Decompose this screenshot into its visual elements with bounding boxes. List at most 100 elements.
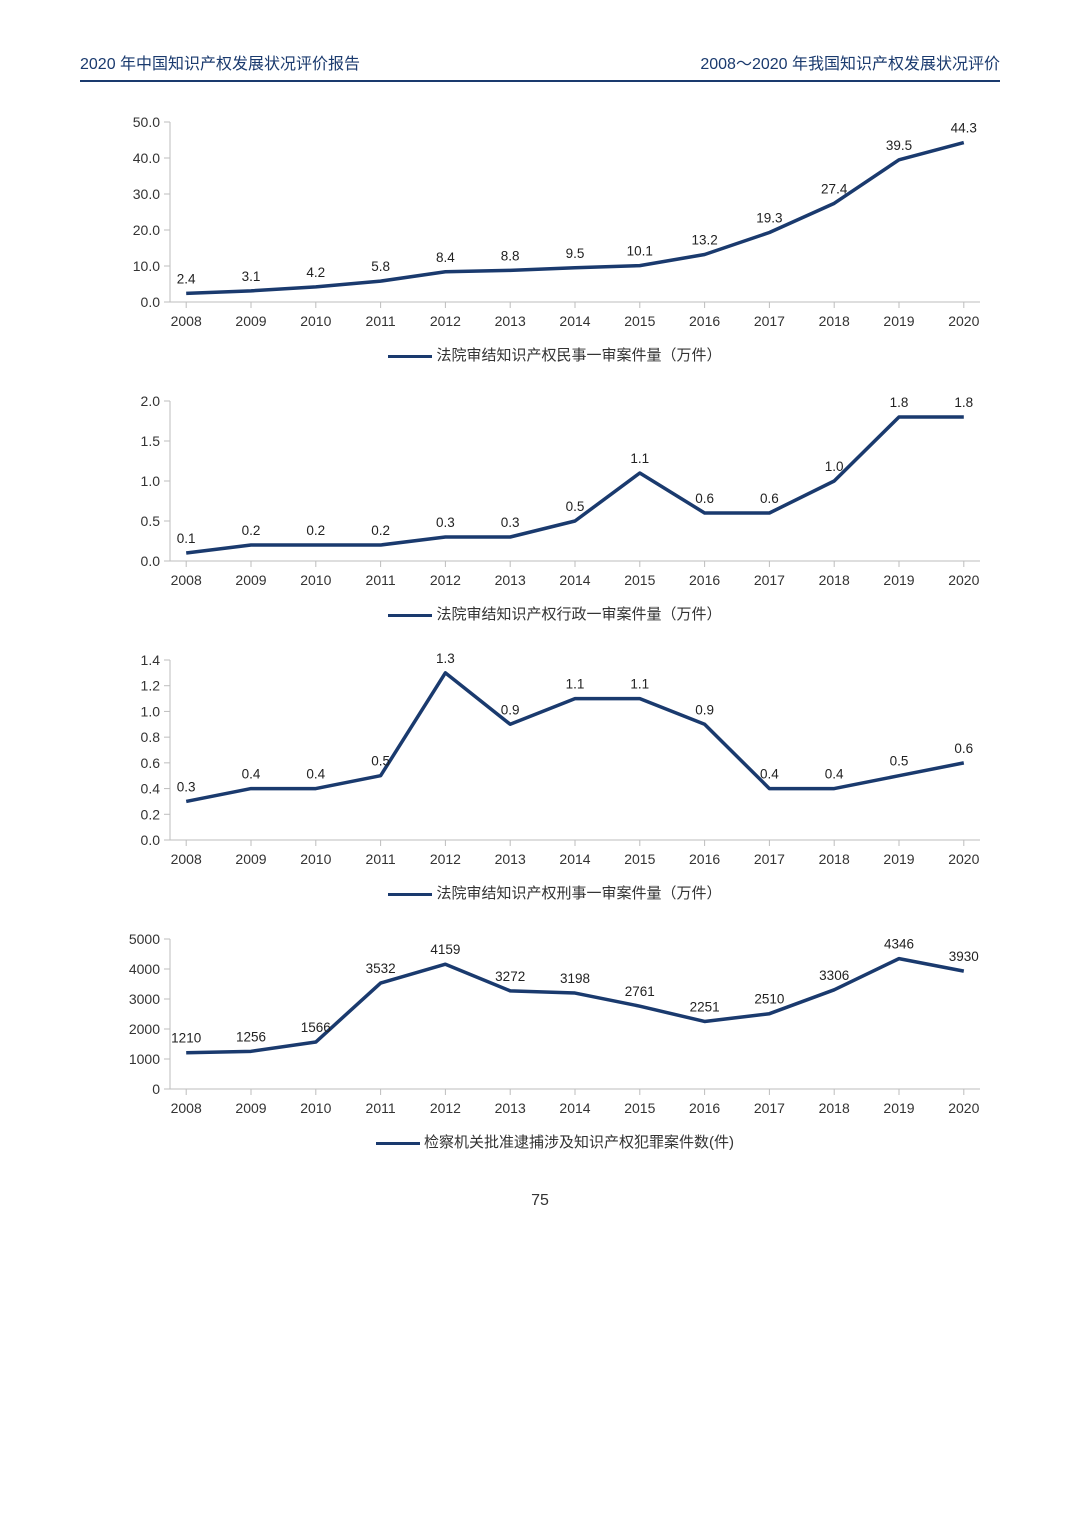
xtick-label: 2012 <box>430 313 461 329</box>
xtick-label: 2020 <box>948 851 979 867</box>
header-right: 2008～2020 年我国知识产权发展状况评价 <box>700 50 1000 74</box>
data-label: 0.5 <box>890 754 909 769</box>
data-label: 0.3 <box>177 779 196 794</box>
data-label: 0.9 <box>501 702 520 717</box>
data-label: 3198 <box>560 971 590 986</box>
xtick-label: 2011 <box>366 572 396 588</box>
xtick-label: 2009 <box>235 313 266 329</box>
data-label: 0.6 <box>695 491 714 506</box>
xtick-label: 2011 <box>366 1100 396 1116</box>
chart-canvas: 0100020003000400050001210125615663532415… <box>110 929 1000 1119</box>
xtick-label: 2018 <box>819 1100 850 1116</box>
ytick-label: 0.2 <box>141 806 161 822</box>
ytick-label: 0.4 <box>141 781 161 797</box>
data-label: 3.1 <box>242 269 261 284</box>
ytick-label: 1.0 <box>141 703 161 719</box>
chart-canvas: 0.00.20.40.60.81.01.21.40.30.40.40.51.30… <box>110 650 1000 870</box>
data-label: 0.4 <box>306 767 325 782</box>
chart-block: 0.00.51.01.52.00.10.20.20.20.30.30.51.10… <box>110 391 1000 624</box>
legend-swatch <box>388 355 432 358</box>
ytick-label: 2000 <box>129 1021 160 1037</box>
data-label: 2.4 <box>177 271 196 286</box>
xtick-label: 2019 <box>883 851 914 867</box>
page: 2020 年中国知识产权发展状况评价报告 2008～2020 年我国知识产权发展… <box>0 0 1080 1250</box>
xtick-label: 2012 <box>430 572 461 588</box>
legend-swatch <box>388 893 432 896</box>
xtick-label: 2015 <box>624 572 655 588</box>
series-line <box>186 417 964 553</box>
data-label: 1.1 <box>630 451 649 466</box>
xtick-label: 2016 <box>689 851 720 867</box>
data-label: 0.3 <box>436 515 455 530</box>
data-label: 1.8 <box>890 395 909 410</box>
xtick-label: 2008 <box>171 572 202 588</box>
chart-legend: 法院审结知识产权民事一审案件量（万件） <box>110 344 1000 365</box>
xtick-label: 2019 <box>883 572 914 588</box>
chart-block: 0.00.20.40.60.81.01.21.40.30.40.40.51.30… <box>110 650 1000 903</box>
data-label: 2761 <box>625 984 655 999</box>
data-label: 1256 <box>236 1029 266 1044</box>
data-label: 4346 <box>884 937 914 952</box>
data-label: 0.6 <box>760 491 779 506</box>
ytick-label: 20.0 <box>133 222 160 238</box>
data-label: 8.8 <box>501 248 520 263</box>
xtick-label: 2015 <box>624 313 655 329</box>
legend-label: 检察机关批准逮捕涉及知识产权犯罪案件数(件) <box>424 1134 734 1151</box>
ytick-label: 1000 <box>129 1051 160 1067</box>
xtick-label: 2016 <box>689 572 720 588</box>
data-label: 1.3 <box>436 651 455 666</box>
xtick-label: 2008 <box>171 313 202 329</box>
xtick-label: 2009 <box>235 851 266 867</box>
legend-swatch <box>388 614 432 617</box>
xtick-label: 2010 <box>300 1100 331 1116</box>
ytick-label: 40.0 <box>133 150 160 166</box>
ytick-label: 0 <box>152 1081 160 1097</box>
xtick-label: 2013 <box>495 1100 526 1116</box>
xtick-label: 2014 <box>559 851 590 867</box>
xtick-label: 2014 <box>559 572 590 588</box>
xtick-label: 2018 <box>819 851 850 867</box>
data-label: 3930 <box>949 949 979 964</box>
ytick-label: 30.0 <box>133 186 160 202</box>
xtick-label: 2015 <box>624 1100 655 1116</box>
ytick-label: 3000 <box>129 991 160 1007</box>
charts-container: 0.010.020.030.040.050.02.43.14.25.88.48.… <box>80 112 1000 1152</box>
data-label: 39.5 <box>886 138 912 153</box>
xtick-label: 2008 <box>171 1100 202 1116</box>
data-label: 3306 <box>819 968 849 983</box>
ytick-label: 1.2 <box>141 678 161 694</box>
xtick-label: 2009 <box>235 1100 266 1116</box>
xtick-label: 2020 <box>948 572 979 588</box>
data-label: 9.5 <box>566 246 585 261</box>
data-label: 2251 <box>690 999 720 1014</box>
xtick-label: 2010 <box>300 851 331 867</box>
page-number: 75 <box>80 1192 1000 1210</box>
xtick-label: 2012 <box>430 1100 461 1116</box>
data-label: 1.8 <box>954 395 973 410</box>
data-label: 4159 <box>430 942 460 957</box>
data-label: 0.5 <box>371 754 390 769</box>
xtick-label: 2008 <box>171 851 202 867</box>
ytick-label: 1.4 <box>141 652 161 668</box>
data-label: 2510 <box>754 992 784 1007</box>
xtick-label: 2017 <box>754 313 785 329</box>
ytick-label: 10.0 <box>133 258 160 274</box>
data-label: 3272 <box>495 969 525 984</box>
data-label: 1.0 <box>825 459 844 474</box>
xtick-label: 2013 <box>495 851 526 867</box>
series-line <box>186 143 964 294</box>
data-label: 0.2 <box>371 523 390 538</box>
data-label: 0.2 <box>306 523 325 538</box>
xtick-label: 2019 <box>883 313 914 329</box>
chart-block: 0100020003000400050001210125615663532415… <box>110 929 1000 1152</box>
data-label: 0.3 <box>501 515 520 530</box>
xtick-label: 2013 <box>495 313 526 329</box>
data-label: 4.2 <box>306 265 325 280</box>
xtick-label: 2018 <box>819 572 850 588</box>
data-label: 0.4 <box>825 767 844 782</box>
chart-canvas: 0.010.020.030.040.050.02.43.14.25.88.48.… <box>110 112 1000 332</box>
xtick-label: 2013 <box>495 572 526 588</box>
ytick-label: 5000 <box>129 931 160 947</box>
data-label: 0.2 <box>242 523 261 538</box>
chart-svg: 0.00.20.40.60.81.01.21.40.30.40.40.51.30… <box>110 650 990 870</box>
